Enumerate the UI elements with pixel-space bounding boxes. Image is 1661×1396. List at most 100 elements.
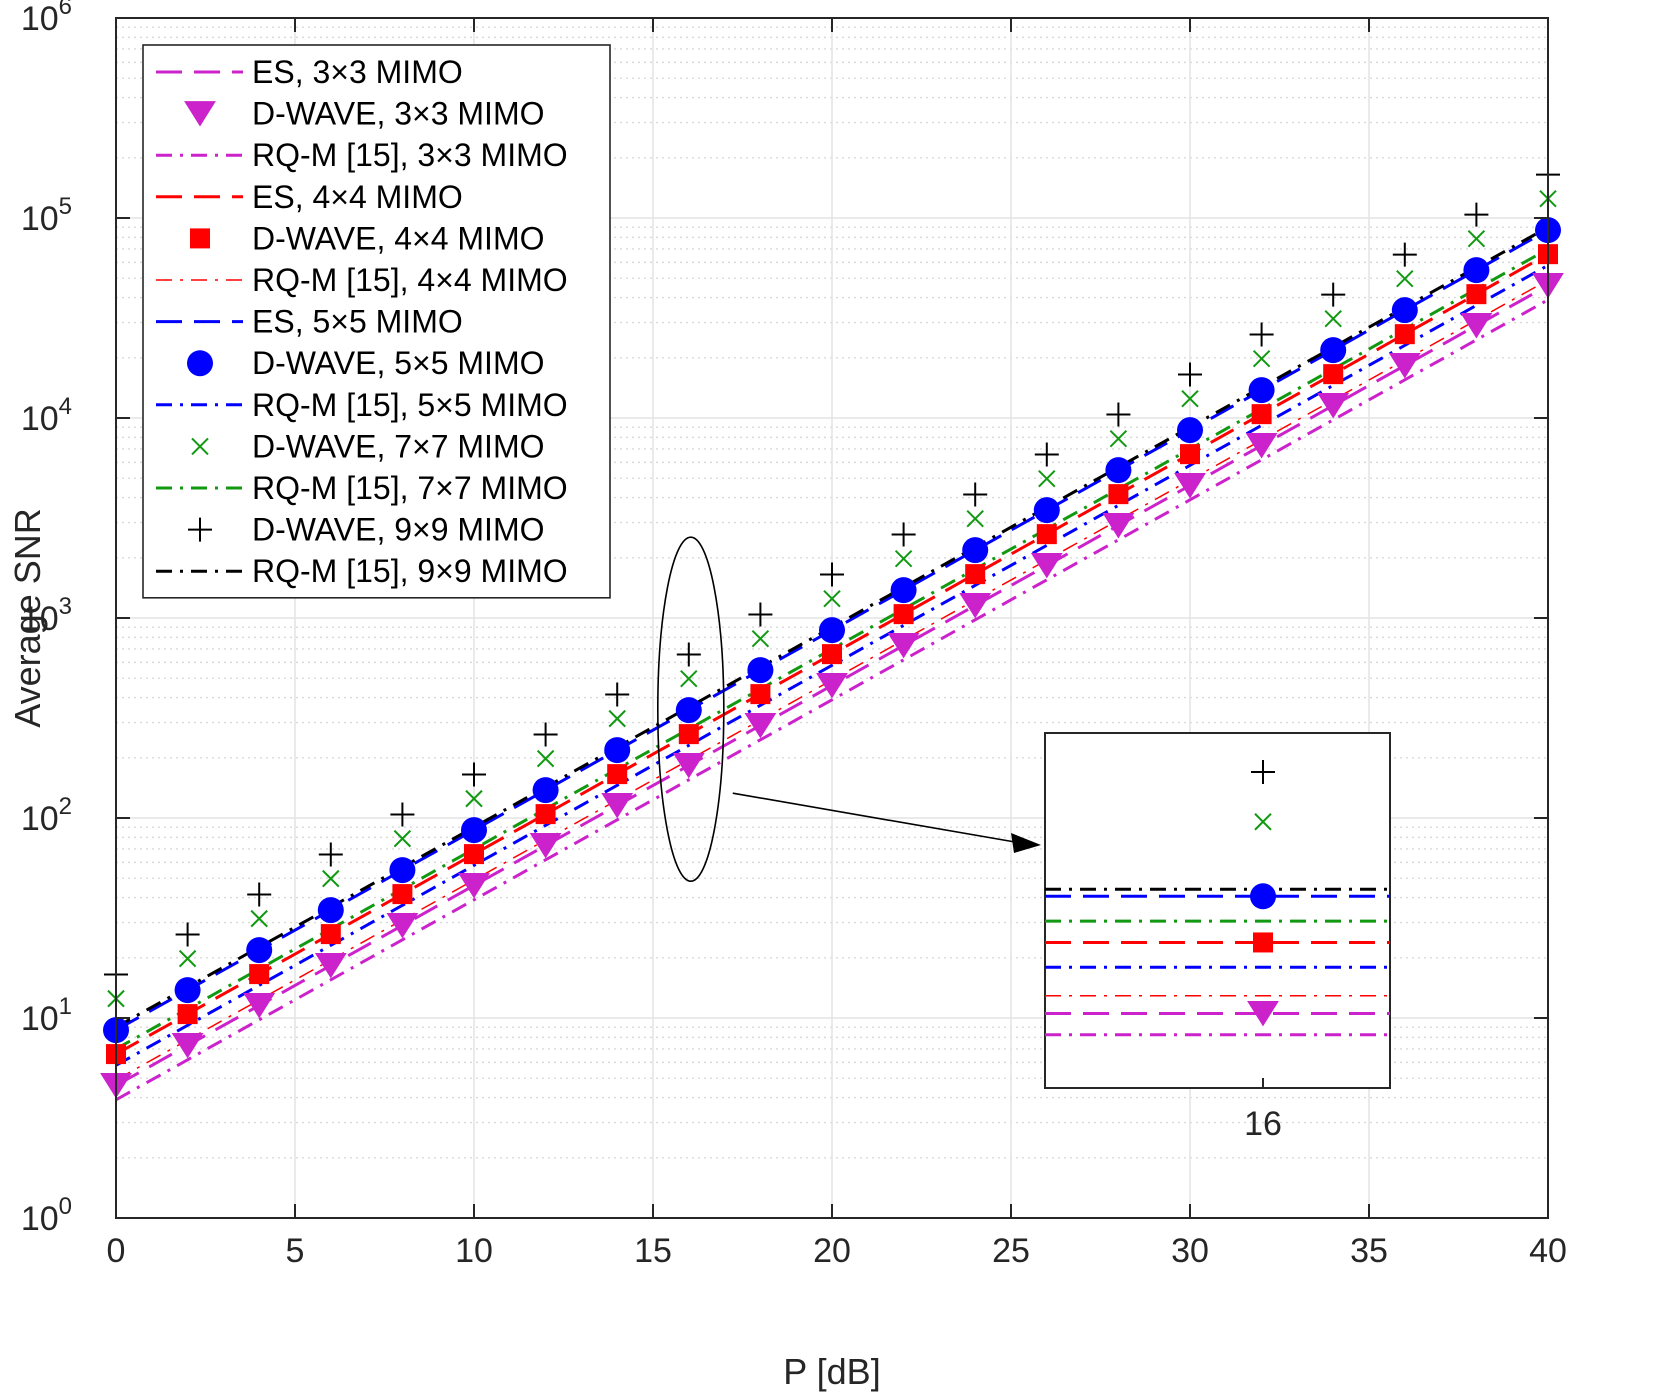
square-marker <box>1253 932 1273 953</box>
plus-marker <box>390 802 415 827</box>
series-markers <box>100 162 1564 1099</box>
circle-marker <box>1463 257 1490 284</box>
triangle-down-marker <box>601 792 634 819</box>
x-tick-label: 10 <box>455 1232 493 1270</box>
triangle-down-marker <box>1030 552 1063 579</box>
triangle-down-marker <box>386 912 419 939</box>
legend-label: ES, 3×3 MIMO <box>252 54 463 90</box>
legend-label: RQ-M [15], 3×3 MIMO <box>252 137 568 173</box>
legend-label: ES, 4×4 MIMO <box>252 179 463 215</box>
triangle-down-marker <box>184 101 216 127</box>
x-marker <box>1109 429 1128 448</box>
plus-marker <box>1321 282 1346 307</box>
x-marker <box>1254 813 1272 831</box>
x-tick-label: 0 <box>107 1232 126 1270</box>
triangle-down-marker <box>1174 473 1206 499</box>
y-axis-label: Average SNR <box>7 508 48 727</box>
zoom-arrow-head <box>1011 833 1041 853</box>
plus-marker <box>748 602 773 627</box>
legend-label: RQ-M [15], 7×7 MIMO <box>252 470 568 506</box>
x-tick-label: 40 <box>1529 1232 1567 1270</box>
square-marker <box>822 644 842 665</box>
plus-marker <box>1249 322 1274 347</box>
circle-marker <box>187 350 213 377</box>
plus-marker <box>1392 242 1417 267</box>
square-marker <box>1394 324 1415 345</box>
square-marker <box>1323 364 1344 385</box>
circle-marker <box>1033 497 1060 524</box>
y-tick-exponent: 0 <box>59 1193 72 1220</box>
plus-marker <box>318 842 343 867</box>
plus-marker <box>1106 402 1131 427</box>
circle-marker <box>246 937 273 964</box>
triangle-down-marker <box>458 872 490 899</box>
x-marker <box>680 669 698 688</box>
legend-label: D-WAVE, 5×5 MIMO <box>252 345 544 381</box>
triangle-down-marker <box>314 952 347 979</box>
zoom-ellipse <box>656 536 725 882</box>
plus-marker <box>533 722 558 747</box>
circle-marker <box>604 737 631 764</box>
circle-marker <box>461 817 487 844</box>
square-marker <box>177 1004 198 1025</box>
circle-marker <box>1248 377 1275 404</box>
square-marker <box>750 684 771 705</box>
x-tick-label: 35 <box>1350 1232 1388 1270</box>
triangle-down-marker <box>1460 313 1493 339</box>
triangle-down-marker <box>744 712 777 739</box>
legend-label: RQ-M [15], 4×4 MIMO <box>252 262 568 298</box>
plus-marker <box>1034 442 1059 467</box>
square-marker <box>1466 284 1487 305</box>
triangle-down-marker <box>1388 353 1421 379</box>
circle-marker <box>1105 457 1132 484</box>
circle-marker <box>174 977 201 1004</box>
x-marker <box>393 829 412 848</box>
x-tick-label: 15 <box>634 1232 672 1270</box>
y-tick-exponent: 5 <box>59 193 72 220</box>
y-tick-exponent: 6 <box>59 0 72 20</box>
circle-marker <box>747 657 774 684</box>
triangle-down-marker <box>1317 393 1350 419</box>
x-marker <box>322 869 340 888</box>
triangle-down-marker <box>1245 433 1278 459</box>
legend-label: D-WAVE, 3×3 MIMO <box>252 96 544 132</box>
square-marker <box>1036 524 1057 545</box>
x-marker <box>465 789 483 808</box>
circle-marker <box>675 697 702 724</box>
y-tick-exponent: 4 <box>59 393 72 420</box>
circle-marker <box>1320 337 1347 364</box>
y-tick-exponent: 1 <box>59 993 72 1020</box>
triangle-down-marker <box>672 752 705 779</box>
legend-label: D-WAVE, 4×4 MIMO <box>252 220 544 256</box>
plus-marker <box>247 882 272 907</box>
x-axis-label: P [dB] <box>783 1351 880 1392</box>
plus-marker <box>605 682 630 707</box>
triangle-down-marker <box>887 632 920 659</box>
square-marker <box>1108 484 1129 505</box>
circle-marker <box>532 777 559 804</box>
x-marker <box>1181 389 1199 408</box>
square-marker <box>320 924 341 945</box>
circle-marker <box>962 537 989 564</box>
square-marker <box>249 964 270 985</box>
x-tick-label: 20 <box>813 1232 851 1270</box>
triangle-down-marker <box>243 992 276 1019</box>
x-marker <box>250 909 268 928</box>
square-marker <box>678 724 699 745</box>
square-marker <box>464 844 484 865</box>
x-marker <box>1038 469 1056 488</box>
plus-marker <box>676 642 701 667</box>
legend-label: RQ-M [15], 5×5 MIMO <box>252 387 568 423</box>
legend-label: D-WAVE, 7×7 MIMO <box>252 428 544 464</box>
circle-marker <box>1250 883 1276 910</box>
legend: ES, 3×3 MIMO D-WAVE, 3×3 MIMO RQ-M [15], 3… <box>142 44 611 599</box>
square-marker <box>1251 404 1272 425</box>
legend-label: ES, 5×5 MIMO <box>252 304 463 340</box>
x-marker <box>1324 309 1342 328</box>
triangle-down-marker <box>171 1032 204 1059</box>
plus-marker <box>188 517 212 542</box>
circle-marker <box>1391 297 1418 324</box>
triangle-down-marker <box>1247 1000 1279 1027</box>
y-tick-exponent: 3 <box>59 593 72 620</box>
